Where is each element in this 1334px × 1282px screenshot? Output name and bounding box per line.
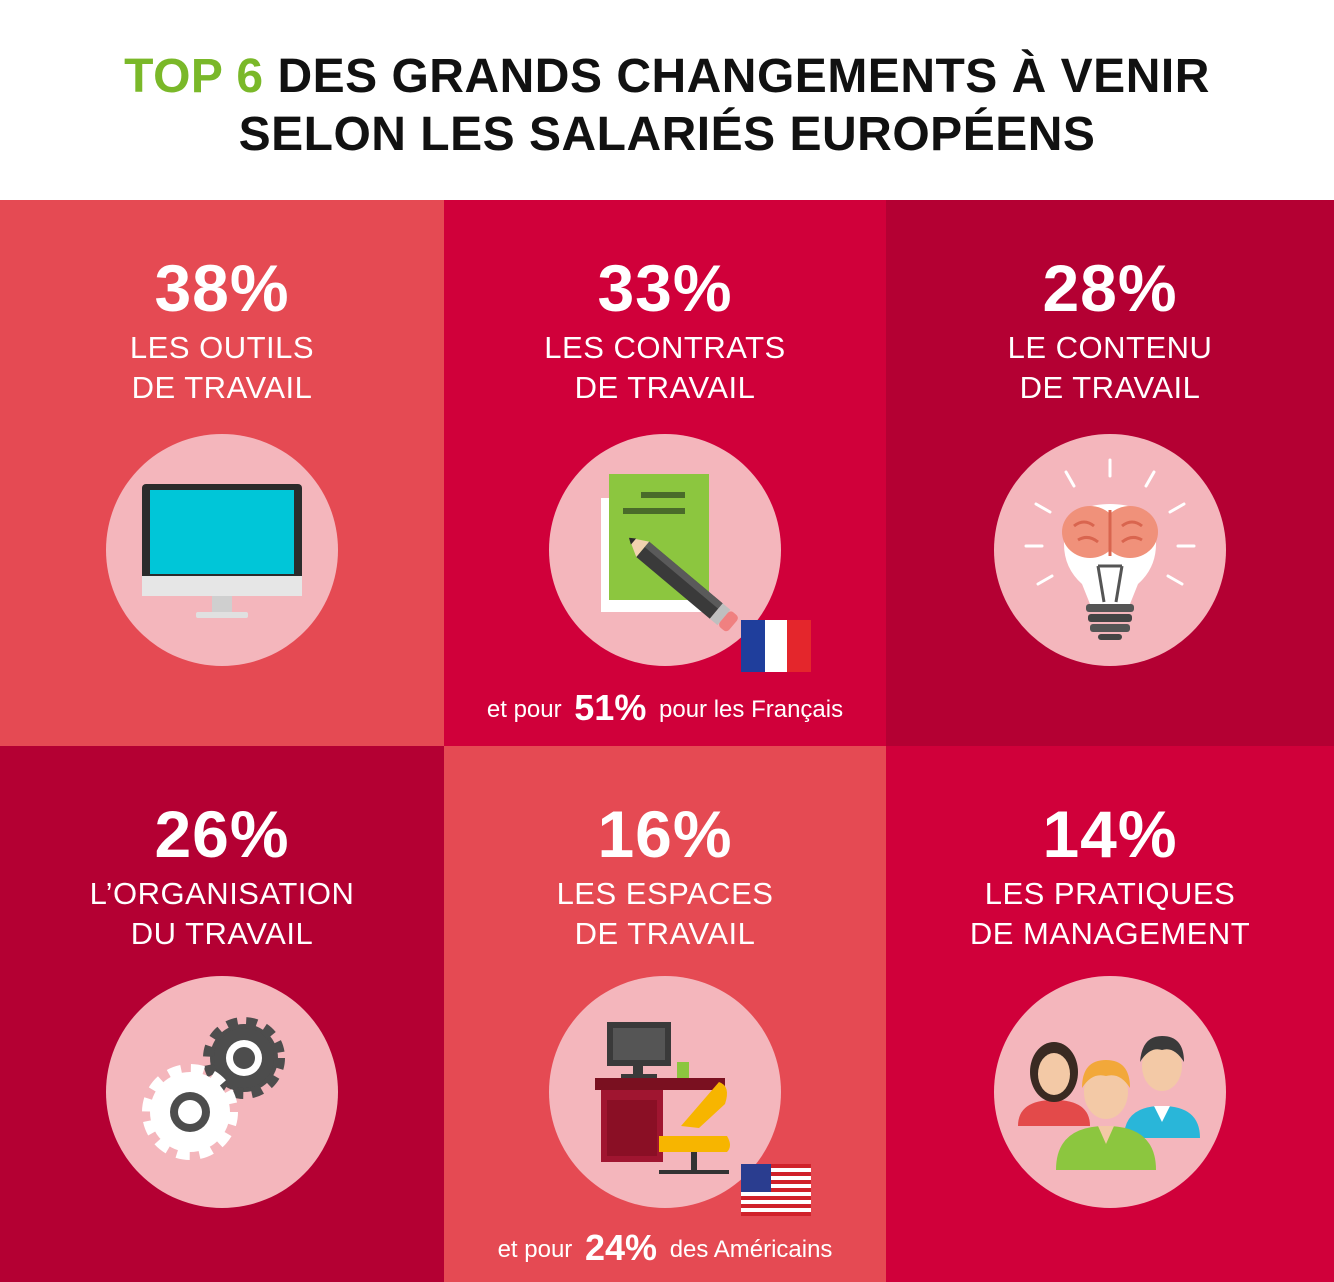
- tile-percent: 26%: [154, 797, 290, 871]
- tile-espaces: 16% LES ESPACES DE TRAVAIL: [444, 746, 886, 1282]
- icon-circle: [106, 434, 338, 666]
- title-line-1: DES GRANDS CHANGEMENTS À VENIR: [277, 50, 1210, 103]
- tile-label-line-1: LES OUTILS: [129, 330, 315, 365]
- tile-label-line-1: LES ESPACES: [556, 876, 774, 911]
- note-prefix: et pour: [497, 1236, 573, 1263]
- title-line-2: SELON LES SALARIÉS EUROPÉENS: [238, 108, 1096, 161]
- tile-label-line-2: DE TRAVAIL: [131, 370, 313, 405]
- title-accent: TOP 6: [124, 50, 264, 103]
- usa-note: et pour 24% des Américains: [444, 1228, 886, 1270]
- tile-label: LES ESPACES DE TRAVAIL: [444, 874, 886, 954]
- tile-label-line-1: LE CONTENU: [1007, 330, 1213, 365]
- contract-pencil-icon: [601, 474, 738, 632]
- tile-label-line-2: DE TRAVAIL: [574, 916, 756, 951]
- tile-label: LE CONTENU DE TRAVAIL: [886, 328, 1334, 408]
- desk-workspace-icon: [595, 1022, 730, 1174]
- france-note: et pour 51% pour les Français: [444, 688, 886, 730]
- tile-percent: 28%: [1042, 251, 1178, 325]
- note-prefix: et pour: [486, 696, 562, 723]
- tile-label-line-2: DE MANAGEMENT: [969, 916, 1251, 951]
- icon-circle: [549, 976, 781, 1208]
- icon-circle: [994, 434, 1226, 666]
- tile-percent: 14%: [1042, 797, 1178, 871]
- tile-contrats: 33% LES CONTRATS DE TRAVAIL: [444, 200, 886, 746]
- page-title: TOP 6 DES GRANDS CHANGEMENTS À VENIR SEL…: [0, 0, 1334, 164]
- tile-percent: 16%: [597, 797, 733, 871]
- computer-monitor-icon: [142, 484, 302, 618]
- tile-label-line-1: LES PRATIQUES: [984, 876, 1236, 911]
- tile-label-line-2: DU TRAVAIL: [130, 916, 314, 951]
- tile-management: 14% LES PRATIQUES DE MANAGEMENT: [886, 746, 1334, 1282]
- tile-percent: 33%: [597, 251, 733, 325]
- tile-label: LES PRATIQUES DE MANAGEMENT: [886, 874, 1334, 954]
- tile-label: LES OUTILS DE TRAVAIL: [0, 328, 444, 408]
- tile-label: L’ORGANISATION DU TRAVAIL: [0, 874, 444, 954]
- france-flag-icon: [741, 620, 811, 672]
- tile-percent: 38%: [154, 251, 290, 325]
- note-value: 24%: [584, 1227, 658, 1268]
- icon-circle: [106, 976, 338, 1208]
- tile-label-line-2: DE TRAVAIL: [574, 370, 756, 405]
- tile-organisation: 26% L’ORGANISATION DU TRAVAIL: [0, 746, 444, 1282]
- header: TOP 6 DES GRANDS CHANGEMENTS À VENIR SEL…: [0, 0, 1334, 200]
- note-suffix: pour les Français: [659, 696, 844, 723]
- note-suffix: des Américains: [669, 1236, 833, 1263]
- tile-label-line-1: LES CONTRATS: [544, 330, 786, 365]
- tile-label-line-2: DE TRAVAIL: [1019, 370, 1201, 405]
- icon-circle: [994, 976, 1226, 1208]
- gears-icon: [142, 1017, 285, 1160]
- tile-contenu: 28% LE CONTENU DE TRAVAIL: [886, 200, 1334, 746]
- tile-label-line-1: L’ORGANISATION: [89, 876, 355, 911]
- people-group-icon: [1018, 1036, 1200, 1170]
- note-value: 51%: [574, 687, 647, 728]
- usa-flag-icon: [741, 1164, 811, 1216]
- tile-outils: 38% LES OUTILS DE TRAVAIL: [0, 200, 444, 746]
- tile-label: LES CONTRATS DE TRAVAIL: [444, 328, 886, 408]
- changes-grid: 38% LES OUTILS DE TRAVAIL 33% LES CONTRA…: [0, 200, 1334, 1282]
- brain-lightbulb-icon: [1024, 458, 1196, 640]
